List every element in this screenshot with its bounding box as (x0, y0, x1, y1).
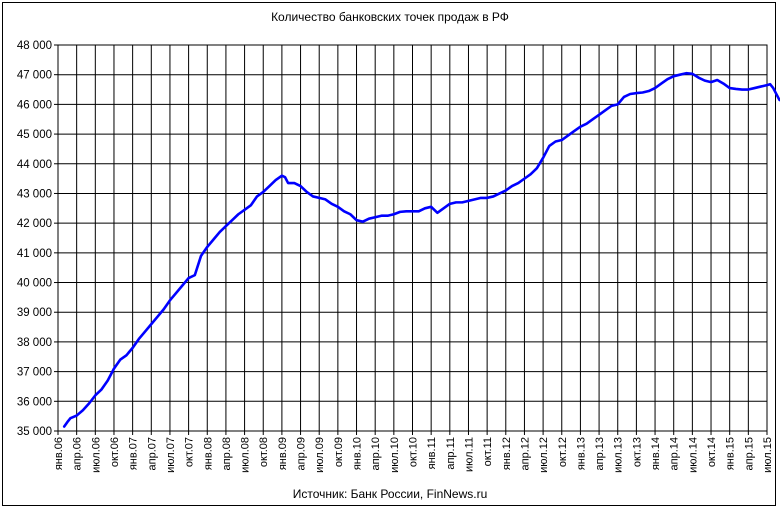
x-tick-label: июл.10 (389, 437, 401, 473)
x-tick-label: июл.13 (613, 437, 625, 473)
y-tick-label: 47 000 (17, 70, 52, 82)
x-tick-label: апр.07 (146, 437, 158, 470)
x-tick-label: окт.06 (109, 437, 121, 467)
series-group (62, 71, 780, 428)
x-tick-label: окт.14 (706, 437, 718, 467)
x-tick-label: окт.07 (184, 437, 196, 467)
y-tick-label: 38 000 (17, 337, 52, 349)
y-tick-label: 45 000 (17, 129, 52, 141)
x-tick-label: апр.15 (743, 437, 755, 470)
y-axis: 35 000 36 000 37 000 38 000 39 000 40 000 41 0… (17, 40, 58, 438)
chart-title: Количество банковских точек продаж в РФ (271, 10, 509, 24)
x-tick-label: апр.13 (594, 437, 606, 470)
y-tick-label: 41 000 (17, 248, 52, 260)
x-tick-label: июл.15 (762, 437, 774, 473)
x-tick-label: апр.11 (445, 437, 457, 470)
x-tick-label: янв.14 (650, 437, 662, 470)
x-tick-label: янв.09 (277, 437, 289, 470)
x-tick-label: окт.13 (631, 437, 643, 467)
x-tick-label: апр.06 (72, 437, 84, 470)
chart-source: Источник: Банк России, FinNews.ru (292, 487, 488, 501)
y-tick-label: 39 000 (17, 307, 52, 319)
y-tick-label: 43 000 (17, 188, 52, 200)
x-tick-label: янв.08 (202, 437, 214, 470)
x-tick-label: апр.08 (221, 437, 233, 470)
y-tick-label: 37 000 (17, 367, 52, 379)
y-tick-label: 42 000 (17, 218, 52, 230)
y-tick-label: 48 000 (17, 40, 52, 52)
grid-lines (57, 44, 768, 432)
y-tick-label: 46 000 (17, 99, 52, 111)
y-tick-label: 35 000 (17, 426, 52, 438)
x-tick-label: июл.14 (687, 437, 699, 473)
x-tick-label: янв.10 (352, 437, 364, 470)
x-tick-label: июл.12 (538, 437, 550, 473)
x-axis: янв.06 апр.06 июл.06 окт.06 янв.07 апр.07 июл.… (53, 431, 774, 473)
x-tick-label: апр.12 (519, 437, 531, 470)
x-tick-label: янв.06 (53, 437, 65, 470)
x-tick-label: июл.09 (314, 437, 326, 473)
x-tick-label: окт.08 (258, 437, 270, 467)
x-tick-label: апр.10 (370, 437, 382, 470)
x-tick-label: янв.11 (426, 437, 438, 469)
x-tick-label: июл.07 (165, 437, 177, 473)
x-tick-label: янв.07 (128, 437, 140, 470)
x-tick-label: янв.15 (725, 437, 737, 470)
y-tick-label: 36 000 (17, 396, 52, 408)
x-tick-label: окт.10 (408, 437, 420, 467)
x-tick-label: июл.08 (240, 437, 252, 473)
series-line (62, 71, 780, 428)
y-tick-label: 40 000 (17, 278, 52, 290)
x-tick-label: апр.09 (296, 437, 308, 470)
x-tick-label: июл.11 (463, 437, 475, 472)
x-tick-label: июл.06 (90, 437, 102, 473)
x-tick-label: окт.09 (333, 437, 345, 467)
x-tick-label: янв.13 (575, 437, 587, 470)
y-tick-label: 44 000 (17, 159, 52, 171)
x-tick-label: янв.12 (501, 437, 513, 470)
x-tick-label: апр.14 (669, 437, 681, 470)
x-tick-label: окт.12 (557, 437, 569, 467)
x-tick-label: окт.11 (482, 437, 494, 466)
